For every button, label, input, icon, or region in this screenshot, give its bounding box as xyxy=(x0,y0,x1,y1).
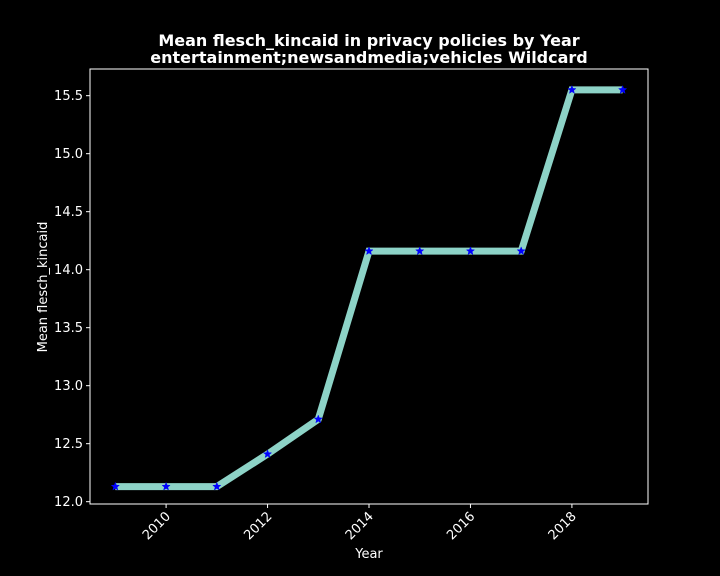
data-point xyxy=(364,246,374,256)
data-point xyxy=(465,246,476,256)
data-point xyxy=(567,84,577,94)
y-tick-label: 14.5 xyxy=(54,205,83,220)
data-point xyxy=(212,481,222,491)
plot-area xyxy=(110,84,628,491)
data-point xyxy=(262,449,273,459)
data-point xyxy=(313,414,323,424)
y-tick-label: 13.0 xyxy=(54,379,83,394)
y-axis: 12.0 12.5 13.0 13.5 14.0 14.5 15.0 15.5 xyxy=(54,89,90,510)
data-point xyxy=(617,84,628,94)
y-tick-label: 12.5 xyxy=(54,437,83,452)
y-tick-label: 15.0 xyxy=(54,147,83,162)
y-axis-label: Mean flesch_kincaid xyxy=(36,222,51,353)
chart-title-line1: Mean flesch_kincaid in privacy policies … xyxy=(158,31,579,50)
data-point xyxy=(161,481,171,491)
y-tick-label: 15.5 xyxy=(54,89,83,104)
data-point xyxy=(415,246,425,256)
data-point xyxy=(110,481,121,491)
y-tick-label: 13.5 xyxy=(54,321,83,336)
y-tick-label: 12.0 xyxy=(54,495,83,510)
x-axis-label: Year xyxy=(354,547,383,562)
y-tick-label: 14.0 xyxy=(54,263,83,278)
chart-title-line2: entertainment;newsandmedia;vehicles Wild… xyxy=(150,48,588,67)
data-point xyxy=(516,246,526,256)
